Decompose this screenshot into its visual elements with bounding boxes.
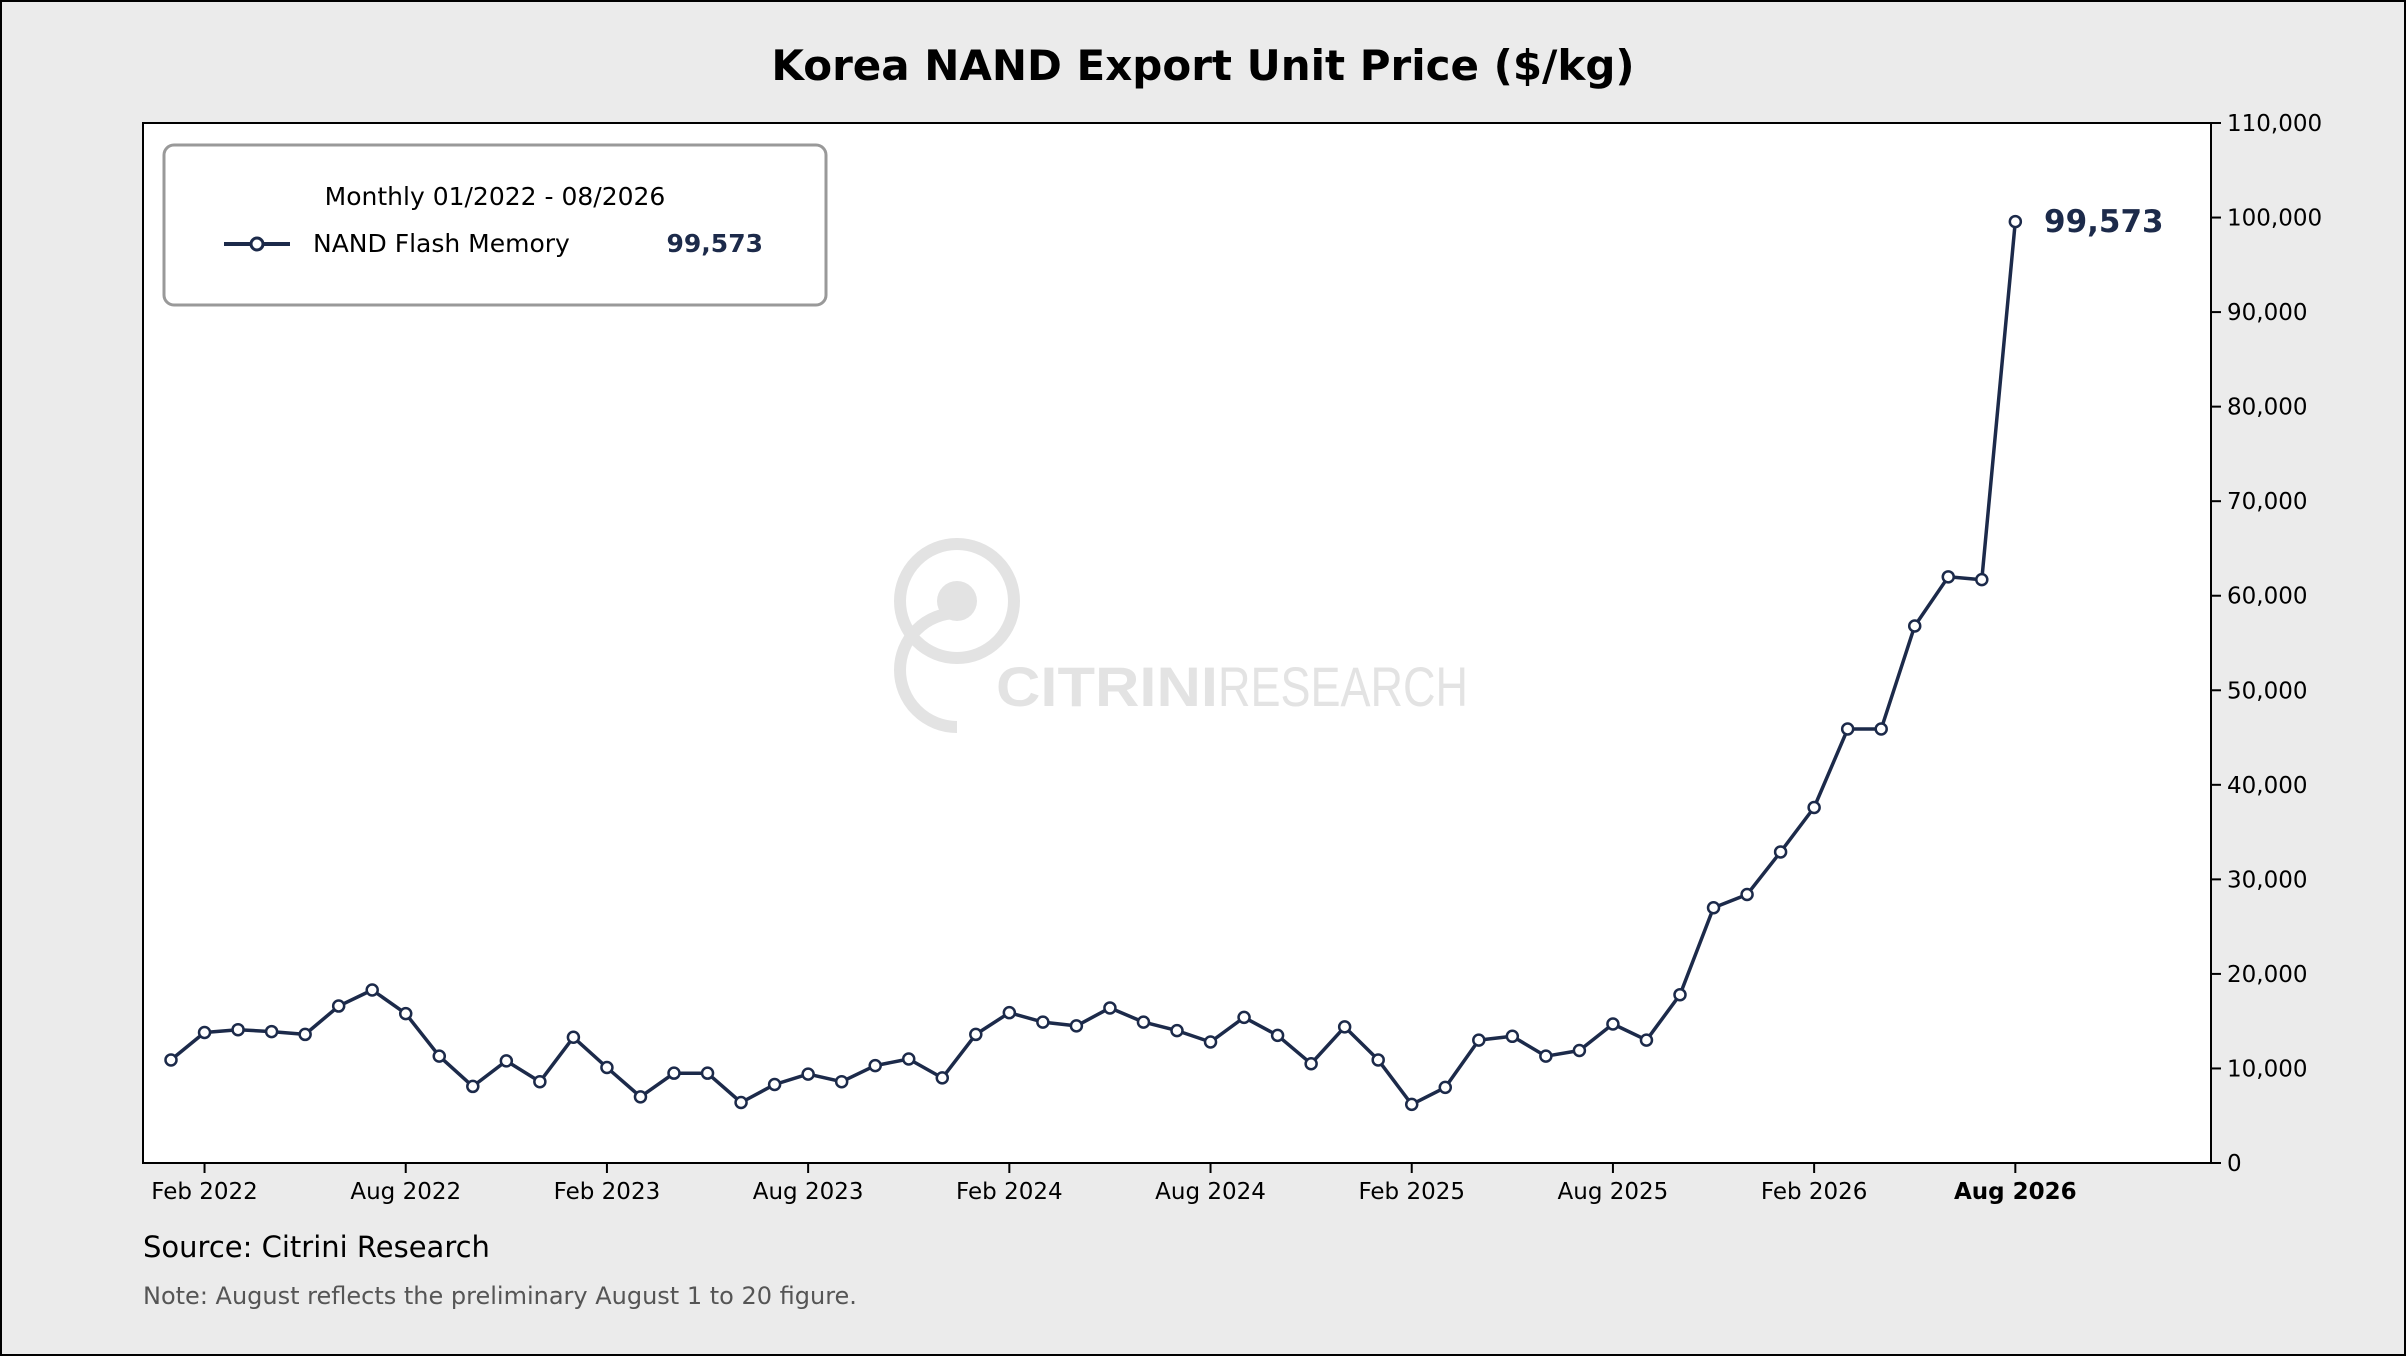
data-point — [1136, 1015, 1151, 1029]
x-tick-label: Feb 2025 — [1358, 1179, 1465, 1205]
data-point — [1404, 1097, 1419, 1112]
footnote: Note: August reflects the preliminary Au… — [143, 1282, 857, 1310]
x-tick-label: Aug 2026 — [1954, 1179, 2077, 1205]
data-point — [298, 1027, 312, 1042]
x-axis: Feb 2022 Aug 2022 Feb 2023 Aug 2023 Feb 2024… — [151, 1163, 2077, 1205]
data-point — [466, 1079, 480, 1094]
source-note: Source: Citrini Research — [143, 1230, 490, 1264]
data-point — [398, 1006, 413, 1021]
data-point — [2008, 214, 2023, 229]
legend-line-marker-icon — [224, 236, 290, 252]
data-point — [1270, 1028, 1285, 1043]
data-point — [1438, 1080, 1453, 1095]
y-tick-label: 40,000 — [2227, 773, 2307, 799]
legend-title: Monthly 01/2022 - 08/2026 — [325, 182, 666, 211]
data-point — [1639, 1033, 1654, 1047]
watermark: CITRINI RESEARCH — [894, 538, 1468, 733]
legend: Monthly 01/2022 - 08/2026 NAND Flash Mem… — [162, 143, 828, 307]
x-tick-label: Feb 2023 — [554, 1179, 661, 1205]
data-point — [1740, 887, 1754, 902]
data-point — [834, 1074, 849, 1089]
watermark-text-bold: CITRINI — [996, 655, 1218, 718]
data-point — [499, 1054, 514, 1068]
x-tick-label: Aug 2023 — [753, 1179, 864, 1205]
y-axis: 0 10,000 20,000 30,000 40,000 50,000 60,000 70,… — [2211, 111, 2322, 1177]
data-point — [633, 1090, 648, 1104]
data-point — [231, 1022, 245, 1037]
legend-series-name: NAND Flash Memory — [313, 229, 570, 258]
data-point — [935, 1071, 950, 1085]
data-point — [533, 1074, 547, 1089]
y-tick-label: 0 — [2227, 1151, 2242, 1177]
data-point — [331, 999, 346, 1013]
data-point — [1572, 1043, 1587, 1058]
y-tick-label: 30,000 — [2227, 867, 2307, 893]
series-line — [169, 221, 2018, 1107]
end-value-label: 99,573 — [2044, 204, 2164, 240]
data-point — [868, 1058, 882, 1073]
data-point — [1673, 987, 1687, 1002]
data-point — [1304, 1056, 1318, 1071]
y-tick-label: 80,000 — [2227, 395, 2307, 421]
x-tick-label: Aug 2025 — [1558, 1179, 1669, 1205]
x-tick-label: Aug 2022 — [350, 1179, 461, 1205]
y-tick-label: 10,000 — [2227, 1056, 2307, 1082]
watermark-text-light: RESEARCH — [1218, 655, 1468, 718]
person-circle-logo-icon — [894, 538, 1020, 733]
data-point — [1002, 1005, 1017, 1020]
data-point — [1371, 1053, 1385, 1067]
y-tick-label: 100,000 — [2227, 206, 2322, 232]
data-point — [734, 1095, 748, 1110]
y-tick-label: 50,000 — [2227, 678, 2307, 704]
data-point — [1069, 1019, 1084, 1033]
y-tick-label: 20,000 — [2227, 962, 2307, 988]
data-point — [1170, 1023, 1184, 1038]
x-tick-label: Aug 2024 — [1155, 1179, 1266, 1205]
data-point — [801, 1067, 815, 1081]
data-point — [1505, 1029, 1520, 1044]
data-point — [1472, 1033, 1486, 1047]
data-point — [1103, 1001, 1117, 1015]
y-tick-label: 60,000 — [2227, 584, 2307, 610]
legend-series-value: 99,573 — [667, 229, 763, 258]
data-point — [432, 1049, 447, 1063]
data-point — [1203, 1035, 1218, 1049]
series-layer — [164, 214, 2023, 1112]
data-point — [566, 1030, 581, 1045]
data-point — [1941, 570, 1956, 584]
data-point — [1773, 845, 1788, 859]
data-point — [1036, 1015, 1050, 1029]
data-point — [1874, 722, 1888, 736]
data-point — [600, 1060, 614, 1075]
data-point — [164, 1053, 178, 1067]
data-point — [901, 1052, 916, 1066]
data-point — [1975, 572, 1989, 587]
data-point — [1907, 619, 1922, 633]
data-point — [1807, 800, 1821, 815]
x-tick-label: Feb 2024 — [956, 1179, 1063, 1205]
data-point — [365, 983, 379, 997]
data-point — [1706, 900, 1721, 915]
data-point — [667, 1066, 681, 1080]
chart-title: Korea NAND Export Unit Price ($/kg) — [771, 41, 1634, 90]
data-point — [1539, 1049, 1553, 1063]
data-point — [1237, 1010, 1251, 1025]
logo-head-icon — [937, 581, 977, 621]
y-tick-label: 90,000 — [2227, 300, 2307, 326]
data-point — [264, 1024, 279, 1039]
y-tick-label: 70,000 — [2227, 489, 2307, 515]
x-tick-label: Feb 2026 — [1761, 1179, 1868, 1205]
y-tick-label: 110,000 — [2227, 111, 2322, 137]
data-point — [969, 1027, 983, 1042]
data-point — [1840, 722, 1855, 736]
data-point — [767, 1077, 782, 1092]
data-point — [1606, 1017, 1620, 1031]
data-point — [197, 1025, 212, 1040]
data-point — [1337, 1020, 1352, 1034]
legend-box — [162, 143, 828, 307]
data-point — [700, 1066, 715, 1080]
x-tick-label: Feb 2022 — [151, 1179, 258, 1205]
